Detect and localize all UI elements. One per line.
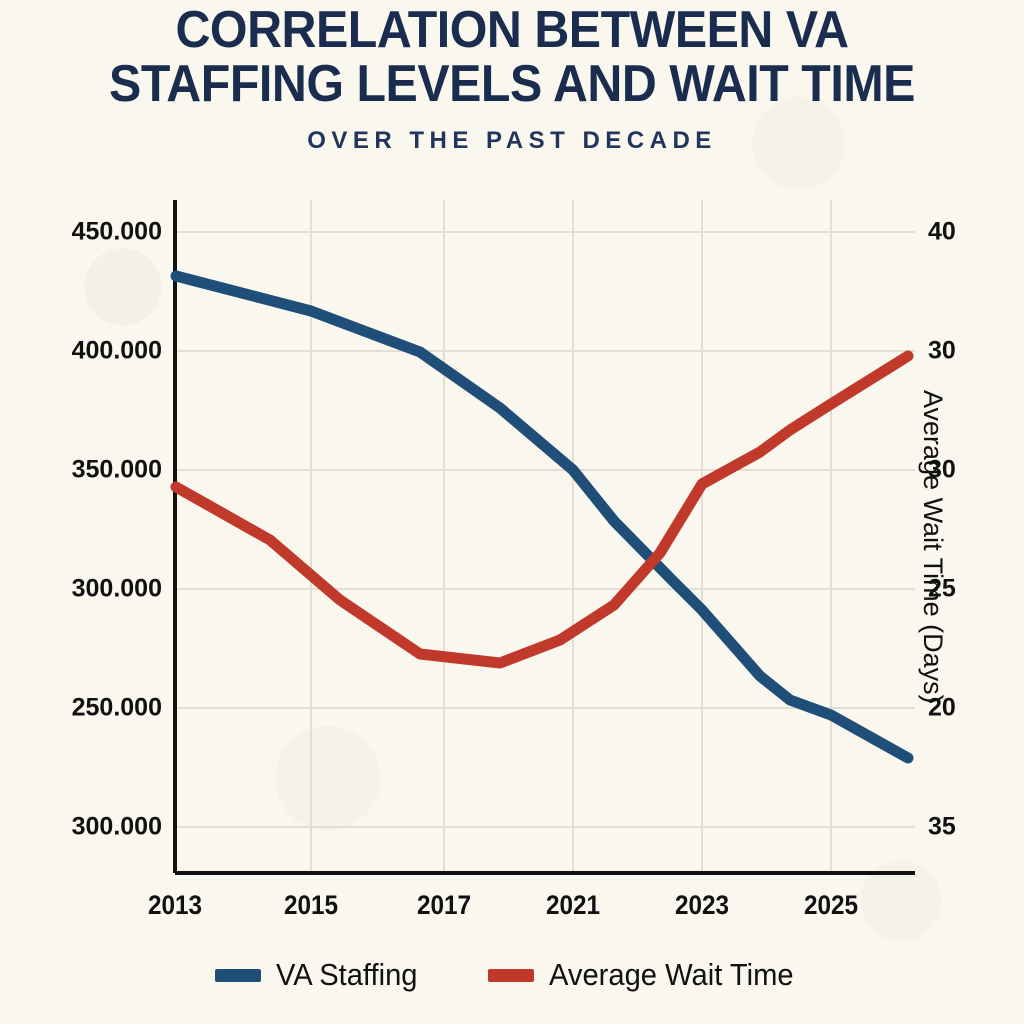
vertical-gridlines [310, 200, 832, 873]
x-axis-tick-2023: 2023 [674, 890, 730, 920]
y-axis-right-tick-5: 35 [928, 812, 956, 841]
horizontal-gridlines [175, 231, 915, 828]
y-axis-left-tick-1: 400.000 [71, 336, 162, 365]
y-axis-left-tick-5: 300.000 [71, 812, 162, 841]
y-axis-right-tick-1: 30 [928, 336, 956, 365]
chart-legend: VA Staffing Average Wait Time [0, 957, 1024, 993]
legend-label: VA Staffing [275, 957, 418, 992]
title-block: CORRELATION BETWEEN VA STAFFING LEVELS A… [0, 1, 1024, 155]
y-axis-right-tick-3: 25 [928, 574, 956, 603]
chart-subtitle: OVER THE PAST DECADE [307, 127, 717, 155]
x-axis-tick-2025: 2025 [803, 890, 859, 920]
y-axis-right-title: Average Wait Time (Days) [918, 390, 948, 704]
series-line-average-wait-time [170, 350, 914, 669]
legend-entry-va-staffing[interactable]: VA Staffing [214, 957, 427, 993]
y-axis-left-tick-4: 250.000 [71, 693, 162, 722]
legend-entry-average-wait-time[interactable]: Average Wait Time [488, 957, 809, 993]
y-axis-right-tick-0: 40 [928, 217, 956, 246]
series-line-va-staffing [170, 270, 914, 764]
legend-swatch-icon [214, 968, 261, 982]
chart-title-line-2: STAFFING LEVELS AND WAIT TIME [109, 54, 915, 113]
y-axis-left-tick-2: 350.000 [71, 455, 162, 484]
x-axis-tick-2021: 2021 [545, 890, 601, 920]
y-axis-left-tick-0: 450.000 [71, 217, 162, 246]
x-axis-tick-2015: 2015 [283, 890, 339, 920]
x-axis-tick-2017: 2017 [416, 890, 472, 920]
legend-label: Average Wait Time [549, 957, 794, 992]
chart-title-line-1: CORRELATION BETWEEN VA [175, 1, 849, 59]
x-axis-tick-2013: 2013 [147, 890, 203, 920]
y-axis-left-tick-3: 300.000 [71, 574, 162, 603]
y-axis-right-tick-4: 20 [928, 693, 956, 722]
y-axis-right-tick-2: 30 [928, 455, 956, 484]
legend-swatch-icon [488, 968, 535, 982]
